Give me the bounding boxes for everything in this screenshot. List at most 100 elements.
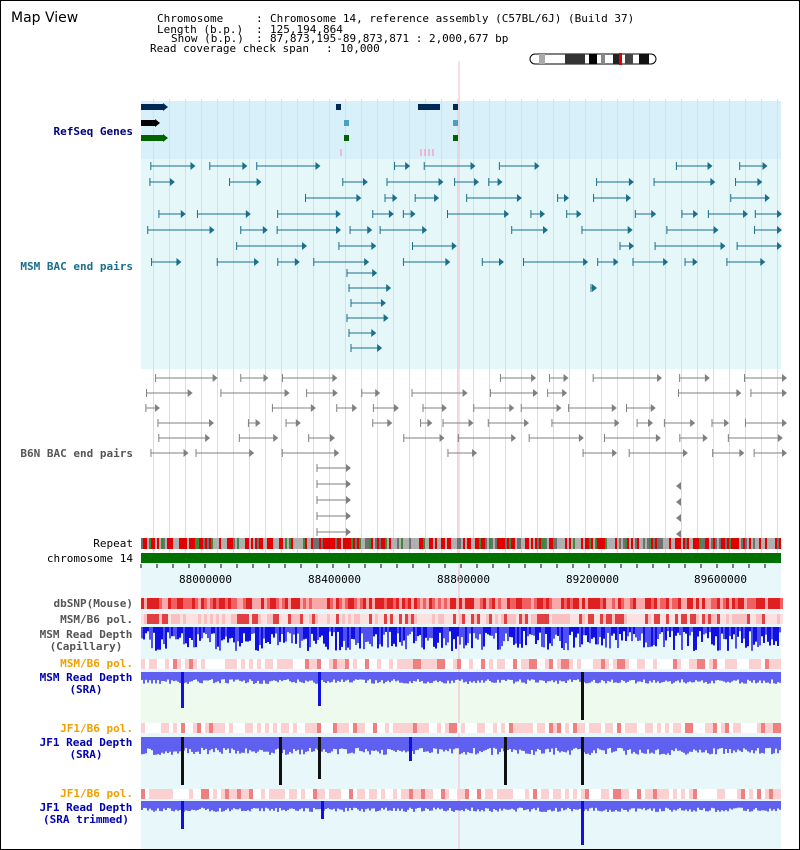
snp-density bbox=[399, 598, 402, 609]
depth-bar bbox=[559, 737, 561, 753]
depth-bar bbox=[225, 627, 227, 637]
polymorphism-density bbox=[713, 659, 717, 669]
chromosome-ideogram[interactable] bbox=[529, 53, 659, 65]
depth-bar bbox=[357, 627, 359, 644]
depth-bar bbox=[491, 737, 493, 755]
depth-bar bbox=[251, 737, 253, 752]
polymorphism-density bbox=[545, 723, 549, 733]
repeat-block bbox=[429, 538, 431, 549]
msm-read-depth-capillary-label[interactable]: MSM Read Depth (Capillary) bbox=[31, 629, 141, 653]
polymorphism-density bbox=[498, 614, 501, 624]
jf1-read-depth-trimmed-label[interactable]: JF1 Read Depth (SRA trimmed) bbox=[31, 802, 141, 826]
depth-bar bbox=[303, 801, 305, 812]
snp-density bbox=[552, 598, 555, 609]
depth-bar bbox=[315, 672, 317, 684]
polymorphism-density bbox=[537, 723, 541, 733]
repeat-block bbox=[311, 538, 313, 549]
depth-bar bbox=[219, 627, 221, 651]
depth-bar bbox=[743, 737, 745, 749]
bac-end bbox=[626, 194, 632, 202]
depth-bar bbox=[527, 672, 529, 680]
repeat-block bbox=[161, 538, 163, 549]
depth-bar bbox=[413, 672, 415, 681]
repeat-label[interactable]: Repeat bbox=[93, 537, 133, 550]
depth-bar bbox=[513, 627, 515, 645]
repeat-block bbox=[217, 538, 219, 549]
depth-bar bbox=[749, 737, 751, 753]
polymorphism-density bbox=[469, 723, 473, 733]
label-line-2: (SRA trimmed) bbox=[42, 813, 130, 826]
depth-bar bbox=[333, 672, 335, 680]
depth-bar bbox=[701, 737, 703, 753]
jf1-b6-pol-trimmed-label[interactable]: JF1/B6 pol. bbox=[60, 787, 133, 800]
msm-b6-pol-label[interactable]: MSM/B6 pol. bbox=[60, 613, 133, 626]
repeat-block bbox=[537, 538, 539, 549]
depth-bar bbox=[641, 801, 643, 810]
polymorphism-density bbox=[617, 723, 621, 733]
polymorphism-density bbox=[241, 723, 245, 733]
msm-b6-pol-sra-label[interactable]: MSM/B6 pol. bbox=[60, 657, 133, 670]
polymorphism-density bbox=[585, 789, 589, 799]
depth-bar bbox=[647, 737, 649, 750]
jf1-b6-pol-label[interactable]: JF1/B6 pol. bbox=[60, 722, 133, 735]
chromosome-track-label[interactable]: chromosome 14 bbox=[46, 552, 133, 565]
repeat-block bbox=[651, 538, 653, 549]
jf1-read-depth-sra-label[interactable]: JF1 Read Depth (SRA) bbox=[31, 737, 141, 761]
bac-end bbox=[386, 284, 392, 292]
polymorphism-density bbox=[645, 659, 649, 669]
depth-bar bbox=[277, 737, 279, 749]
depth-bar bbox=[427, 801, 429, 810]
repeat-block bbox=[327, 538, 329, 549]
snp-density bbox=[213, 598, 216, 609]
polymorphism-density bbox=[729, 789, 733, 799]
polymorphism-density bbox=[501, 659, 505, 669]
polymorphism-density bbox=[417, 614, 420, 624]
depth-bar bbox=[297, 627, 299, 634]
repeat-block bbox=[367, 538, 369, 549]
b6n-bac-label[interactable]: B6N BAC end pairs bbox=[20, 447, 133, 460]
depth-bar bbox=[331, 627, 333, 637]
refseq-genes-label[interactable]: RefSeq Genes bbox=[53, 125, 133, 138]
repeat-block bbox=[685, 538, 687, 549]
polymorphism-density bbox=[294, 614, 297, 624]
repeat-block bbox=[343, 538, 345, 549]
polymorphism-density bbox=[493, 723, 497, 733]
polymorphism-density bbox=[543, 614, 546, 624]
polymorphism-density bbox=[209, 789, 213, 799]
snp-density bbox=[390, 598, 393, 609]
repeat-block bbox=[193, 538, 195, 549]
depth-bar bbox=[387, 672, 389, 681]
polymorphism-density bbox=[549, 659, 553, 669]
depth-bar bbox=[499, 627, 501, 650]
polymorphism-density bbox=[414, 614, 417, 624]
depth-bar bbox=[711, 737, 713, 754]
polymorphism-density bbox=[353, 723, 357, 733]
depth-bar bbox=[527, 801, 529, 810]
depth-bar bbox=[665, 801, 667, 808]
polymorphism-density bbox=[377, 723, 381, 733]
repeat-block bbox=[173, 538, 175, 549]
depth-bar bbox=[301, 737, 303, 750]
repeat-block bbox=[663, 538, 665, 549]
polymorphism-density bbox=[249, 659, 253, 669]
msm-bac-label[interactable]: MSM BAC end pairs bbox=[20, 260, 133, 273]
polymorphism-density bbox=[613, 723, 617, 733]
polymorphism-density bbox=[185, 723, 189, 733]
depth-bar bbox=[773, 627, 775, 645]
depth-bar bbox=[347, 737, 349, 754]
bac-end bbox=[782, 389, 787, 397]
polymorphism-density bbox=[648, 614, 651, 624]
depth-bar bbox=[507, 627, 509, 642]
depth-bar bbox=[753, 737, 755, 754]
repeat-block bbox=[169, 538, 171, 549]
repeat-block bbox=[535, 538, 537, 549]
bac-end bbox=[743, 210, 749, 218]
msm-read-depth-sra-label[interactable]: MSM Read Depth (SRA) bbox=[31, 672, 141, 696]
polymorphism-density bbox=[509, 723, 513, 733]
depth-bar bbox=[301, 627, 303, 641]
dbsnp-label[interactable]: dbSNP(Mouse) bbox=[53, 597, 133, 610]
depth-spike bbox=[581, 737, 584, 785]
depth-bar bbox=[437, 672, 439, 683]
polymorphism-density bbox=[318, 614, 321, 624]
